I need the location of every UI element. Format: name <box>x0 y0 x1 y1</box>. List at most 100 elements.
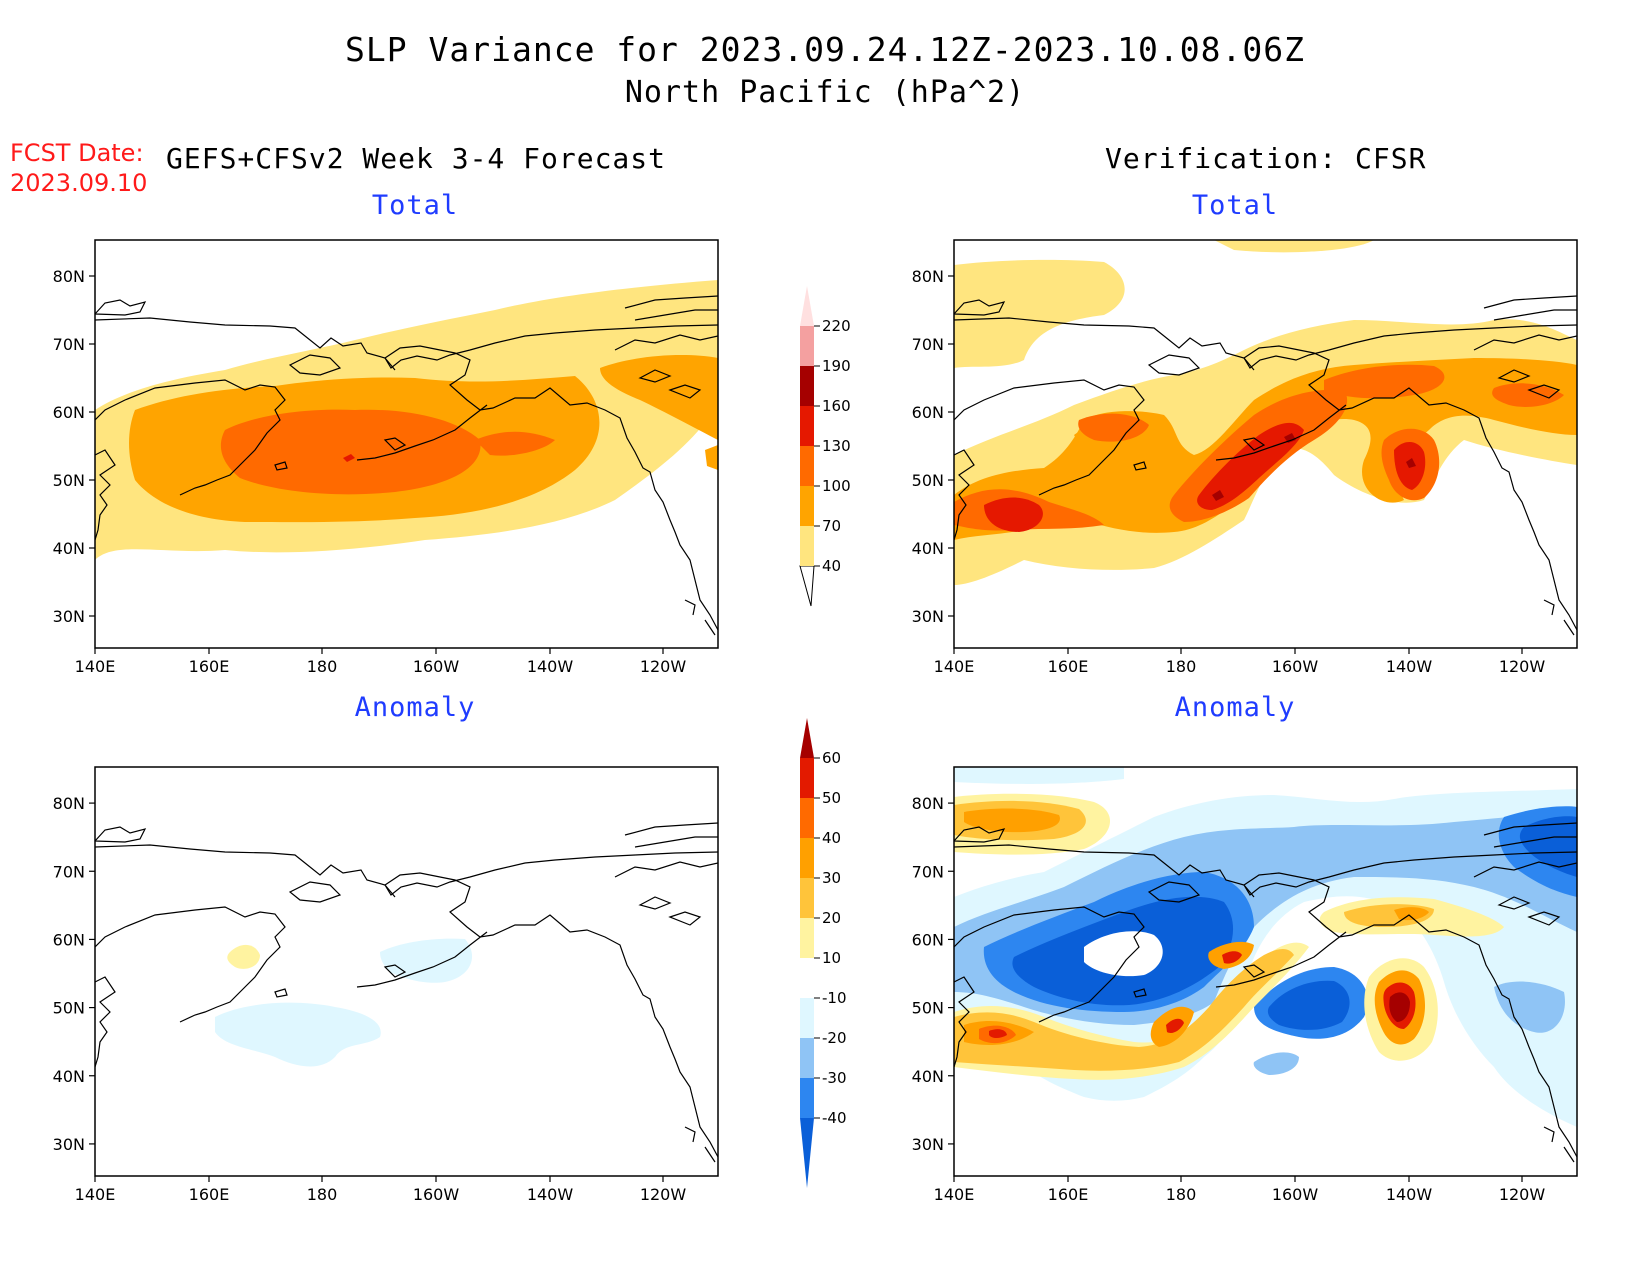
total-colorbar-label: 220 <box>822 317 851 335</box>
lon-tick-label: 140W <box>527 657 574 676</box>
verif-anomaly-pos20-south-region <box>954 949 1294 1071</box>
forecast-date-label: FCST Date: <box>10 139 144 167</box>
anomaly-colorbar-label: 30 <box>822 869 841 887</box>
verif-total-level-100-north-region <box>1324 364 1445 399</box>
anomaly-colorbar-band <box>800 1078 814 1118</box>
lon-tick-label: 160W <box>413 657 460 676</box>
forecast-anomaly-negative-region-a <box>215 1002 381 1067</box>
verif-total-level-100-west2-region <box>1078 413 1149 442</box>
lat-tick-label: 50N <box>53 999 85 1018</box>
lat-tick-label: 60N <box>912 403 944 422</box>
forecast-anomaly-positive-region <box>227 944 260 969</box>
verif-total-level-130-west-region <box>984 497 1043 532</box>
verif-anomaly-neg20-south-region <box>1253 1052 1299 1075</box>
total-colorbar-label: 100 <box>822 477 851 495</box>
verif-anomaly-neg40-ne-region <box>1519 816 1577 877</box>
lat-tick-label: 70N <box>912 335 944 354</box>
panel-title-forecast-anomaly: Anomaly <box>354 692 476 723</box>
panel-forecast-total <box>94 239 719 649</box>
verif-total-level-40-region <box>954 259 1125 368</box>
anomaly-colorbar-label: -30 <box>822 1069 847 1087</box>
anomaly-colorbar-band <box>800 998 814 1038</box>
lat-tick-label: 40N <box>53 539 85 558</box>
lon-tick-label: 160W <box>413 1185 460 1204</box>
lat-tick-label: 40N <box>912 1067 944 1086</box>
anomaly-colorbar-label: -10 <box>822 989 847 1007</box>
lon-tick-label: 120W <box>1499 657 1546 676</box>
anomaly-colorbar: -40 -30 -20 -10 10 20 30 40 50 60 <box>800 718 847 1188</box>
verif-total-level-160-spot-b <box>1284 433 1296 443</box>
total-colorbar-label: 190 <box>822 357 851 375</box>
colorbar-upper-triangle <box>800 286 814 326</box>
lon-tick-label: 160E <box>189 1185 230 1204</box>
lat-tick-label: 60N <box>912 930 944 949</box>
lat-tick-label: 80N <box>53 267 85 286</box>
lon-tick-label: 180 <box>1166 1185 1197 1204</box>
panel-title-verif-total: Total <box>1191 190 1279 221</box>
lat-tick-label: 30N <box>912 607 944 626</box>
lon-tick-label: 140W <box>1386 657 1433 676</box>
lon-tick-label: 140E <box>934 657 975 676</box>
lon-tick-label: 180 <box>1166 657 1197 676</box>
lat-tick-label: 50N <box>53 471 85 490</box>
verif-total-level-160-spot-a <box>1212 490 1224 501</box>
lat-tick-label: 80N <box>912 794 944 813</box>
total-colorbar: 40 70 100 130 160 190 220 <box>799 286 851 607</box>
anomaly-colorbar-lower-triangle <box>800 1118 814 1188</box>
lat-tick-label: 70N <box>912 862 944 881</box>
lon-tick-label: 120W <box>1499 1185 1546 1204</box>
anomaly-colorbar-band <box>800 878 814 918</box>
lat-tick-label: 40N <box>912 539 944 558</box>
verif-anomaly-neg20-east-region <box>1494 981 1565 1033</box>
forecast-total-level-70-east2-region <box>705 445 718 470</box>
panel-verif-total <box>953 239 1578 649</box>
lon-tick-label: 180 <box>307 1185 338 1204</box>
colorbar-band <box>800 366 814 406</box>
verification-header: Verification: CFSR <box>1105 142 1427 175</box>
lon-tick-label: 160E <box>189 657 230 676</box>
lat-tick-label: 70N <box>53 335 85 354</box>
colorbar-band <box>800 406 814 446</box>
forecast-date-value: 2023.09.10 <box>10 169 148 197</box>
lat-tick-label: 60N <box>53 403 85 422</box>
lon-tick-label: 140W <box>1386 1185 1433 1204</box>
lon-tick-label: 140E <box>934 1185 975 1204</box>
forecast-total-level-130-spot <box>343 454 355 462</box>
total-colorbar-label: 70 <box>822 517 841 535</box>
verif-anomaly-hole-region <box>1084 931 1163 977</box>
lon-tick-label: 160E <box>1048 657 1089 676</box>
panel-title-verif-anomaly: Anomaly <box>1174 692 1296 723</box>
lat-tick-label: 60N <box>53 930 85 949</box>
lat-tick-label: 50N <box>912 471 944 490</box>
lon-tick-label: 140E <box>75 657 116 676</box>
lon-tick-label: 180 <box>307 657 338 676</box>
lat-tick-label: 80N <box>912 267 944 286</box>
main-title: SLP Variance for 2023.09.24.12Z-2023.10.… <box>345 30 1305 69</box>
anomaly-colorbar-label: 60 <box>822 749 841 767</box>
verif-total-level-100-fareast-region <box>1492 383 1564 407</box>
anomaly-colorbar-label: -40 <box>822 1109 847 1127</box>
lon-tick-label: 160W <box>1272 1185 1319 1204</box>
panel-forecast-anomaly <box>94 766 719 1177</box>
anomaly-colorbar-band <box>800 1038 814 1078</box>
anomaly-colorbar-label: -20 <box>822 1029 847 1047</box>
colorbar-band <box>800 486 814 526</box>
lon-tick-label: 160W <box>1272 657 1319 676</box>
verif-anomaly-pos60-east-region <box>1389 992 1410 1022</box>
forecast-total-level-100-east-region <box>475 431 555 456</box>
verif-anomaly-neg40-east-region <box>1267 980 1350 1030</box>
total-colorbar-label: 160 <box>822 397 851 415</box>
lon-tick-label: 120W <box>640 657 687 676</box>
verif-anomaly-pos50-aleut-region <box>1222 951 1242 964</box>
lat-tick-label: 70N <box>53 862 85 881</box>
colorbar-band <box>800 446 814 486</box>
verif-anomaly-neg10-region <box>954 767 1124 784</box>
lat-tick-label: 30N <box>53 607 85 626</box>
total-colorbar-label: 130 <box>822 437 851 455</box>
verif-total-level-40-top-region <box>1214 240 1374 253</box>
forecast-total-level-100-region <box>220 409 481 495</box>
anomaly-colorbar-band <box>800 798 814 838</box>
colorbar-band <box>800 326 814 366</box>
lat-tick-label: 40N <box>53 1067 85 1086</box>
